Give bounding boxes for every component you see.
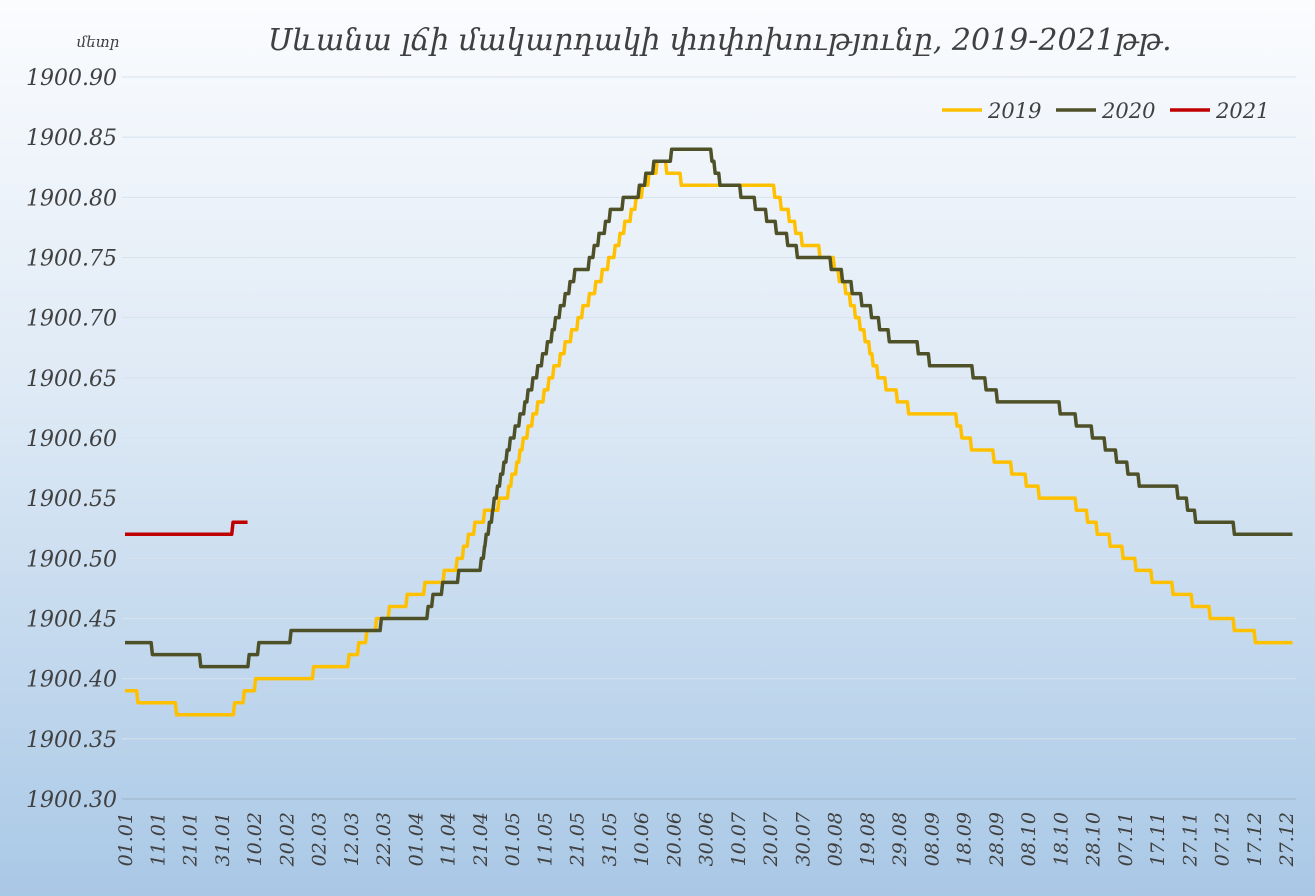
y-tick-label: 1900.70 [26,307,117,332]
x-tick-label: 30.07 [792,811,814,866]
x-tick-label: 27.11 [1179,812,1201,867]
x-tick-label: 20.07 [760,811,782,867]
y-tick-label: 1900.65 [26,367,117,392]
y-tick-label: 1900.80 [26,186,117,211]
y-tick-label: 1900.35 [26,728,117,753]
x-tick-label: 20.02 [276,812,298,867]
x-tick-label: 27.12 [1276,812,1298,867]
x-tick-label: 31.05 [599,812,621,866]
x-tick-label: 09.08 [825,812,847,866]
x-tick-label: 10.07 [728,811,750,866]
x-tick-label: 20.06 [663,812,685,867]
x-tick-label: 21.05 [567,812,589,867]
x-tick-label: 08.10 [1018,812,1040,866]
x-axis-ticks: 01.01 11.01 21.01 31.01 10.02 20.02 02.03 12.03… [115,811,1298,867]
y-tick-label: 1900.30 [26,788,117,813]
x-tick-label: 30.06 [696,812,718,866]
x-tick-label: 22.03 [373,812,395,867]
x-tick-label: 29.08 [889,812,911,867]
x-tick-label: 11.05 [534,812,556,866]
x-tick-label: 11.01 [147,812,169,866]
y-tick-label: 1900.90 [26,66,117,91]
chart-title: Սևանա լճի մակարդակի փոփոխությունը, 2019-… [268,23,1171,58]
x-tick-label: 01.04 [405,812,427,866]
series-lines [125,147,1293,717]
series-line-2021 [125,520,248,537]
y-tick-label: 1900.50 [26,547,117,572]
legend: 2019 2020 2021 [942,99,1269,123]
x-tick-label: 02.03 [309,812,331,866]
x-tick-label: 01.01 [115,812,137,866]
x-tick-label: 31.01 [212,812,234,866]
x-tick-label: 12.03 [341,812,363,866]
x-tick-label: 08.09 [921,812,943,866]
legend-label: 2020 [1101,99,1155,123]
legend-label: 2021 [1215,99,1269,123]
y-axis-ticks: 1900.90 1900.85 1900.80 1900.75 1900.70 1900.… [26,66,117,813]
x-tick-label: 19.08 [857,812,879,866]
gridlines [122,76,1296,800]
series-line-2019 [125,159,1293,717]
y-tick-label: 1900.85 [26,126,117,151]
x-tick-label: 11.04 [438,812,460,866]
y-tick-label: 1900.55 [26,487,117,512]
x-tick-label: 18.09 [954,812,976,866]
x-tick-label: 17.11 [1147,812,1169,866]
x-tick-label: 07.12 [1212,812,1234,866]
y-axis-unit: մետր [77,33,120,51]
y-tick-label: 1900.40 [26,668,117,693]
x-tick-label: 28.09 [986,812,1008,867]
x-tick-label: 18.10 [1050,812,1072,866]
y-tick-label: 1900.75 [26,247,117,272]
x-tick-label: 28.10 [1083,812,1105,867]
x-tick-label: 01.05 [502,812,524,866]
x-tick-label: 21.01 [180,812,202,867]
x-tick-label: 21.04 [470,812,492,867]
series-line-2020 [125,147,1293,669]
legend-label: 2019 [987,99,1041,123]
y-tick-label: 1900.60 [26,427,117,452]
x-tick-label: 17.12 [1244,812,1266,866]
x-tick-label: 07.11 [1115,812,1137,866]
x-tick-label: 10.06 [631,812,653,866]
y-tick-label: 1900.45 [26,608,117,633]
x-tick-label: 10.02 [244,812,266,866]
